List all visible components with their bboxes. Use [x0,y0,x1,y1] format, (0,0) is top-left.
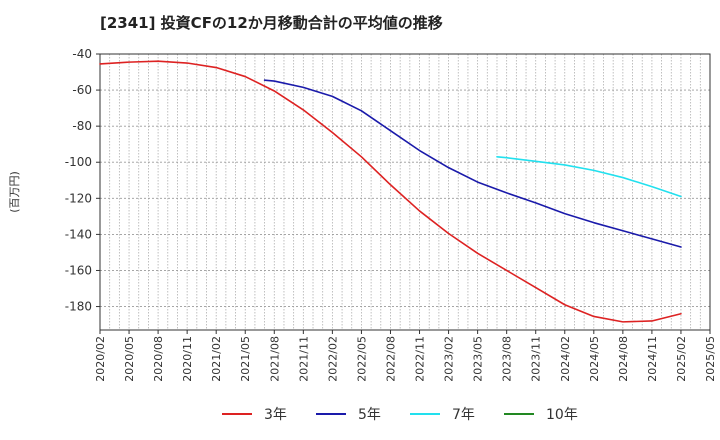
x-tick-label: 2025/05 [704,336,717,382]
series-line-3年 [99,60,682,323]
x-tick-label: 2022/02 [326,336,339,382]
x-tick-label: 2021/05 [239,336,252,382]
x-tick-label: 2023/05 [472,336,485,382]
x-tick-label: 2021/11 [297,336,310,382]
legend: 3年 5年 7年 10年 [222,407,578,423]
y-tick-label: -160 [65,263,92,277]
legend-label: 3年 [264,407,287,423]
x-tick-label: 2024/11 [646,336,659,382]
x-tick-label: 2024/02 [559,336,572,382]
major-grid [100,53,710,307]
minor-grid [99,54,711,330]
x-tick-label: 2021/02 [210,336,223,382]
y-tick-label: -100 [65,155,92,169]
x-tick-label: 2022/08 [384,336,397,382]
x-tick-label: 2023/11 [530,336,543,382]
grid [99,53,711,330]
x-tick-label: 2022/05 [355,336,368,382]
x-tick-label: 2023/02 [443,336,456,382]
y-tick-label: -80 [72,119,92,133]
y-tick-label: -120 [65,191,92,205]
y-tick-label: -180 [65,300,92,314]
legend-label: 7年 [452,407,475,423]
x-tick-label: 2020/02 [94,336,107,382]
x-tick-label: 2022/11 [414,336,427,382]
series-line-7年 [496,156,682,198]
series-line-5年 [263,79,682,248]
y-axis-label: (百万円) [8,171,21,213]
legend-label: 10年 [546,407,578,423]
legend-label: 5年 [358,407,381,423]
y-tick-label: -140 [65,227,92,241]
x-tick-label: 2021/08 [268,336,281,382]
x-tick-label: 2020/08 [152,336,165,382]
plot-frame [99,53,711,331]
x-tick-label: 2020/05 [123,336,136,382]
x-tick-label: 2020/11 [181,336,194,382]
x-tick-label: 2024/05 [588,336,601,382]
y-tick-label: -60 [72,83,92,97]
chart-title: [2341] 投資CFの12か月移動合計の平均値の推移 [100,14,443,32]
x-tick-label: 2023/08 [501,336,514,382]
y-tick-label: -40 [72,47,92,61]
x-tick-label: 2024/08 [617,336,630,382]
x-tick-label: 2025/02 [675,336,688,382]
